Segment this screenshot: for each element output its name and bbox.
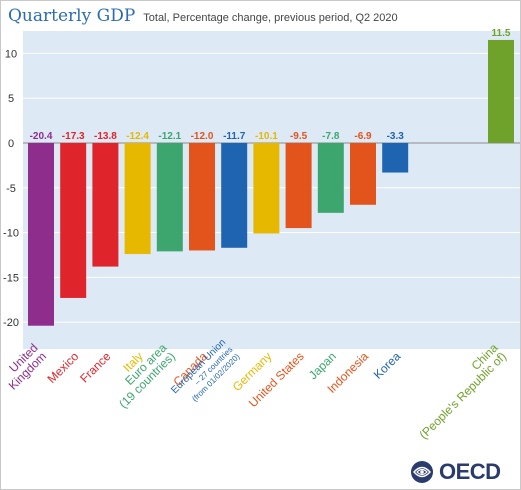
x-tick-label: Mexico [45,349,82,386]
chart-title: Quarterly GDP [8,6,136,26]
bar [124,142,151,255]
data-label: -11.7 [223,131,246,142]
bar [189,142,215,251]
y-tick-label: -10 [3,228,19,240]
bar [156,142,183,252]
bar [253,142,280,234]
bar [60,142,87,298]
bar [350,142,376,205]
data-label: -3.3 [387,131,405,142]
oecd-logo: OECD [409,459,517,485]
data-label: -12.0 [191,131,214,142]
title-row: Quarterly GDP Total, Percentage change, p… [8,6,398,30]
data-label: -12.1 [158,131,181,142]
oecd-logo-text: OECD [439,459,501,484]
bar [221,142,248,248]
chart-subtitle: Total, Percentage change, previous perio… [143,12,398,24]
y-tick-label: 5 [8,93,14,105]
data-label: -20.4 [30,131,53,142]
data-label: 11.5 [492,28,511,39]
data-label: -13.8 [94,131,117,142]
x-tick-label: (People's Republic of) [416,349,509,442]
y-tick-label: -20 [3,317,19,329]
y-tick-label: -5 [6,183,16,195]
data-label: -7.8 [322,131,340,142]
y-tick-label: 0 [8,138,14,150]
data-label: -6.9 [354,131,372,142]
x-tick-label: Korea [371,349,404,382]
bar [92,142,119,267]
bar [317,142,344,213]
x-tick-label: France [77,349,114,386]
data-label: -17.3 [62,131,85,142]
y-tick-label: 10 [5,48,17,60]
data-label: -10.1 [255,131,278,142]
data-label: -12.4 [126,131,149,142]
bar [28,142,54,326]
data-label: -9.5 [290,131,308,142]
bar [382,142,409,173]
oecd-globe-icon [411,461,433,483]
bar [285,142,312,229]
bar [488,39,514,143]
y-tick-label: -15 [3,272,19,284]
